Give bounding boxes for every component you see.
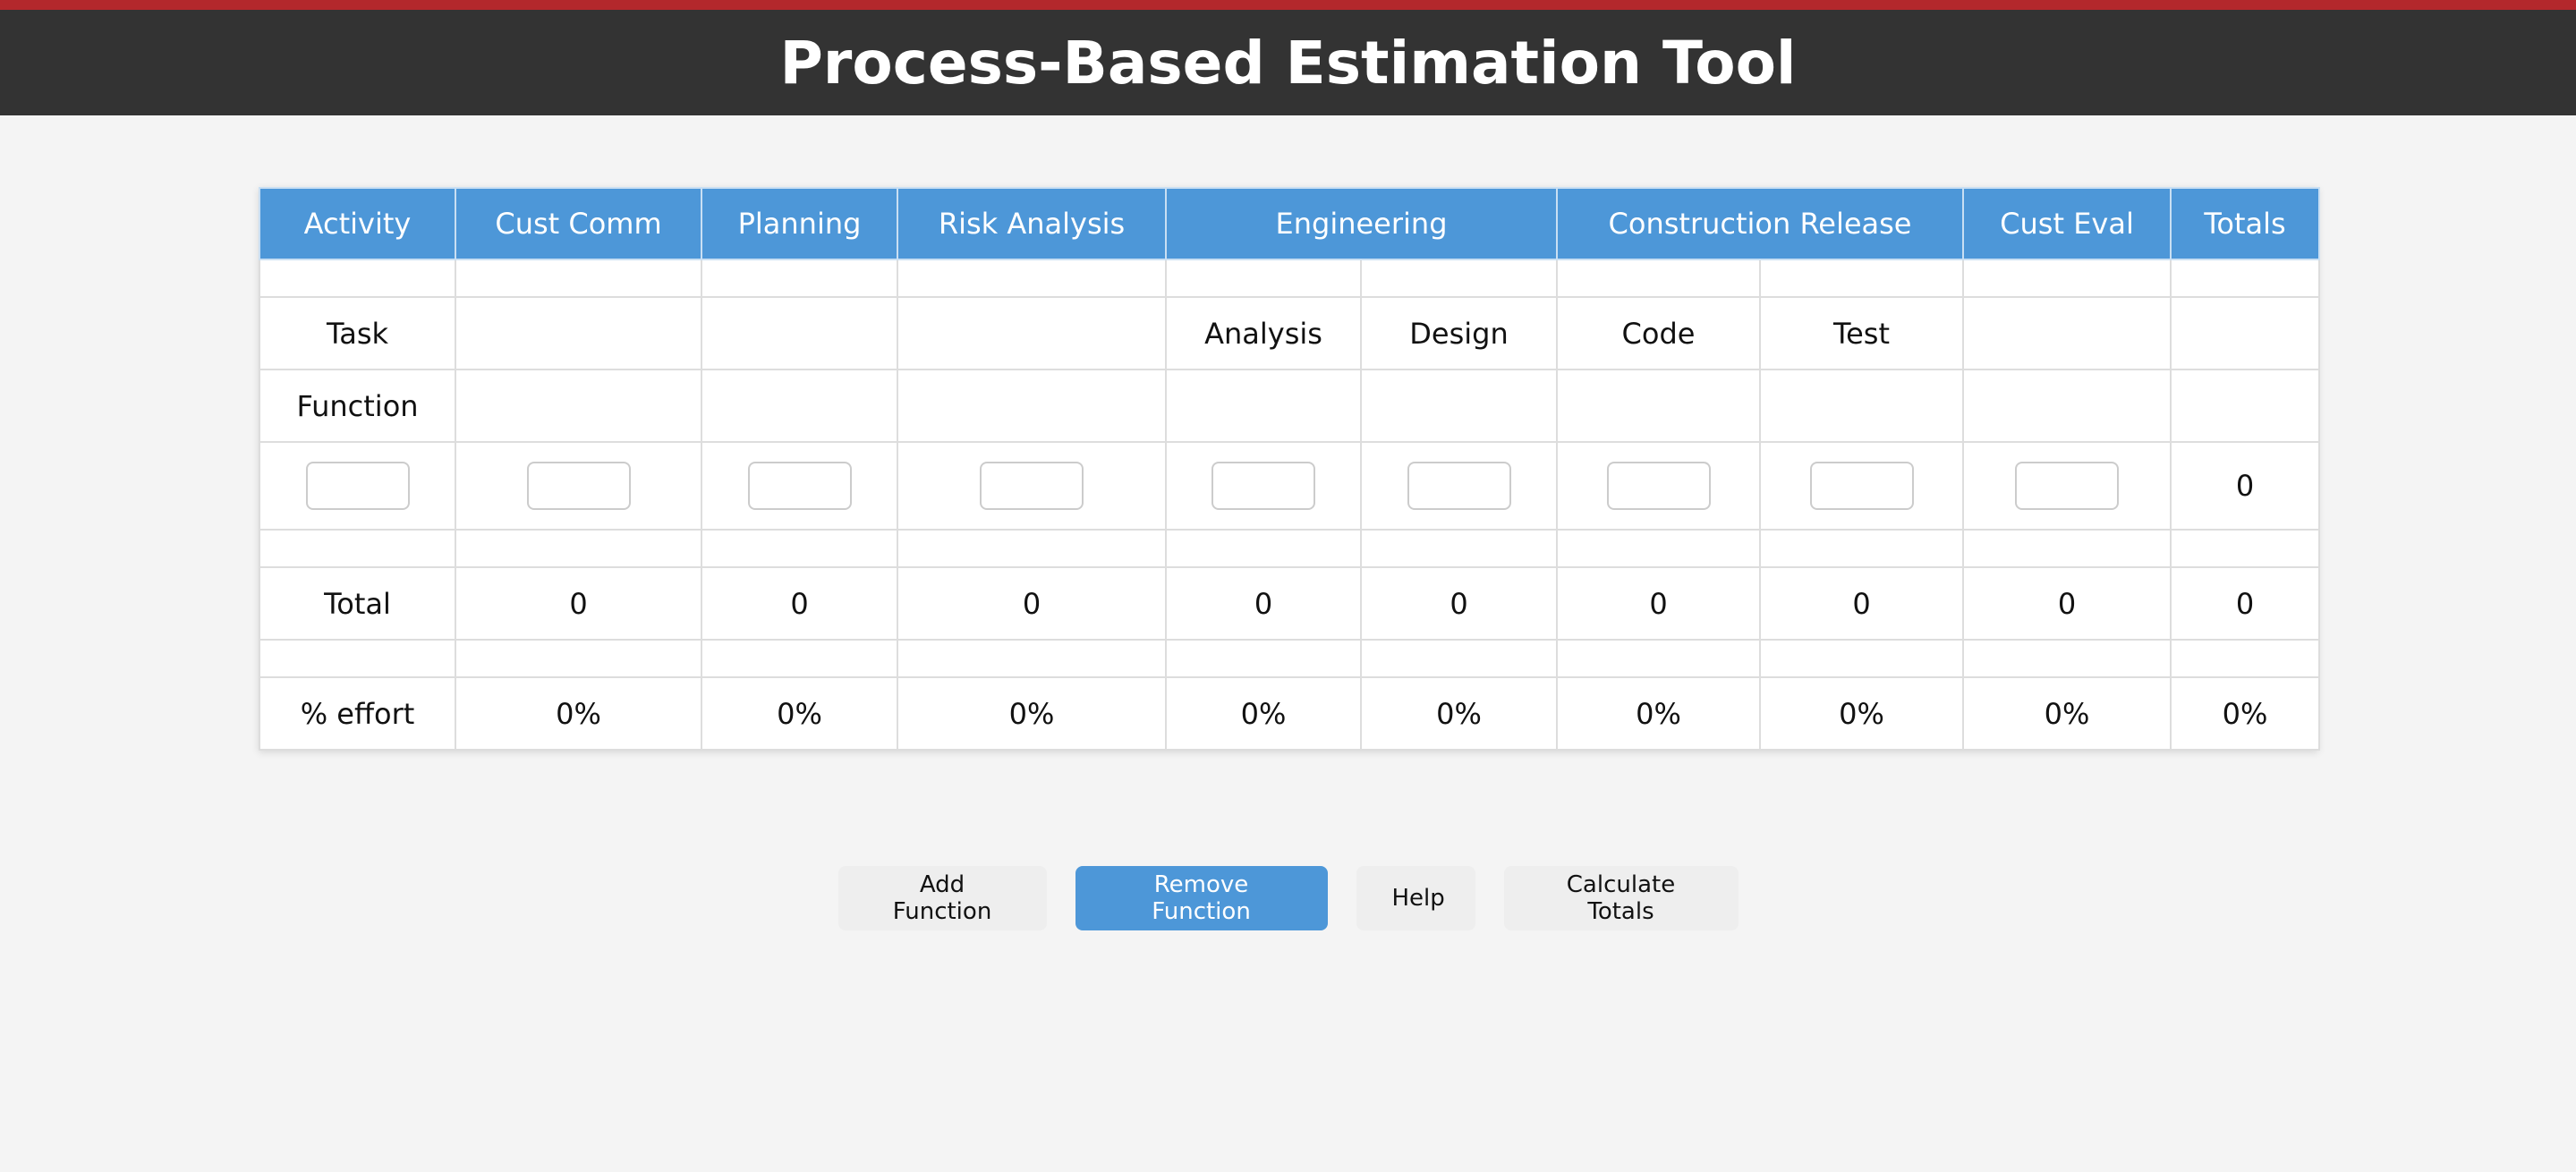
task-test: Test (1758, 296, 1965, 370)
effort-planning: 0% (701, 676, 898, 751)
task-analysis: Analysis (1165, 296, 1362, 370)
effort-total: 0% (2170, 676, 2321, 751)
function-label: Function (259, 369, 456, 443)
task-code: Code (1556, 296, 1761, 370)
header-cust-eval: Cust Eval (1962, 187, 2172, 260)
app-header: Process-Based Estimation Tool (0, 10, 2576, 115)
effort-analysis: 0% (1165, 676, 1362, 751)
spacer-row (259, 639, 2321, 678)
estimation-table-container: Activity Cust Comm Planning Risk Analysi… (259, 187, 2321, 751)
header-cust-comm: Cust Comm (455, 187, 702, 260)
effort-cust-eval: 0% (1962, 676, 2172, 751)
header-totals: Totals (2170, 187, 2321, 260)
total-risk-analysis: 0 (897, 566, 1167, 641)
function-row: Function (259, 369, 2321, 443)
function-name-input[interactable] (305, 462, 410, 510)
function-row-total: 0 (2170, 441, 2321, 531)
header-planning: Planning (701, 187, 898, 260)
total-planning: 0 (701, 566, 898, 641)
total-grand: 0 (2170, 566, 2321, 641)
function-input-row: 0 (259, 441, 2321, 531)
test-input[interactable] (1809, 462, 1914, 510)
code-input[interactable] (1606, 462, 1711, 510)
analysis-input[interactable] (1211, 462, 1315, 510)
spacer-row (259, 529, 2321, 568)
effort-design: 0% (1360, 676, 1558, 751)
total-row: Total 0 0 0 0 0 0 0 0 0 (259, 566, 2321, 641)
effort-label: % effort (259, 676, 456, 751)
top-accent-bar (0, 0, 2576, 10)
header-engineering: Engineering (1165, 187, 1558, 260)
header-risk-analysis: Risk Analysis (897, 187, 1167, 260)
estimation-table: Activity Cust Comm Planning Risk Analysi… (259, 187, 2321, 751)
spacer-row (259, 259, 2321, 298)
effort-cust-comm: 0% (455, 676, 702, 751)
cust-eval-input[interactable] (2015, 462, 2120, 510)
total-analysis: 0 (1165, 566, 1362, 641)
total-label: Total (259, 566, 456, 641)
risk-analysis-input[interactable] (980, 462, 1084, 510)
page-title: Process-Based Estimation Tool (779, 28, 1797, 98)
header-activity: Activity (259, 187, 456, 260)
effort-test: 0% (1758, 676, 1965, 751)
task-row: Task Analysis Design Code Test (259, 296, 2321, 370)
calculate-totals-button[interactable]: Calculate Totals (1503, 866, 1739, 930)
cust-comm-input[interactable] (526, 462, 631, 510)
header-row: Activity Cust Comm Planning Risk Analysi… (259, 187, 2321, 260)
planning-input[interactable] (747, 462, 852, 510)
total-design: 0 (1360, 566, 1558, 641)
header-construction-release: Construction Release (1555, 187, 1965, 260)
effort-row: % effort 0% 0% 0% 0% 0% 0% 0% 0% 0% (259, 676, 2321, 751)
action-buttons: Add Function Remove Function Help Calcul… (0, 866, 2576, 930)
help-button[interactable]: Help (1356, 866, 1475, 930)
total-cust-eval: 0 (1962, 566, 2172, 641)
total-code: 0 (1556, 566, 1761, 641)
remove-function-button[interactable]: Remove Function (1075, 866, 1328, 930)
total-test: 0 (1758, 566, 1965, 641)
effort-risk-analysis: 0% (897, 676, 1167, 751)
task-label: Task (259, 296, 456, 370)
task-design: Design (1360, 296, 1558, 370)
total-cust-comm: 0 (455, 566, 702, 641)
effort-code: 0% (1556, 676, 1761, 751)
design-input[interactable] (1407, 462, 1511, 510)
add-function-button[interactable]: Add Function (837, 866, 1047, 930)
